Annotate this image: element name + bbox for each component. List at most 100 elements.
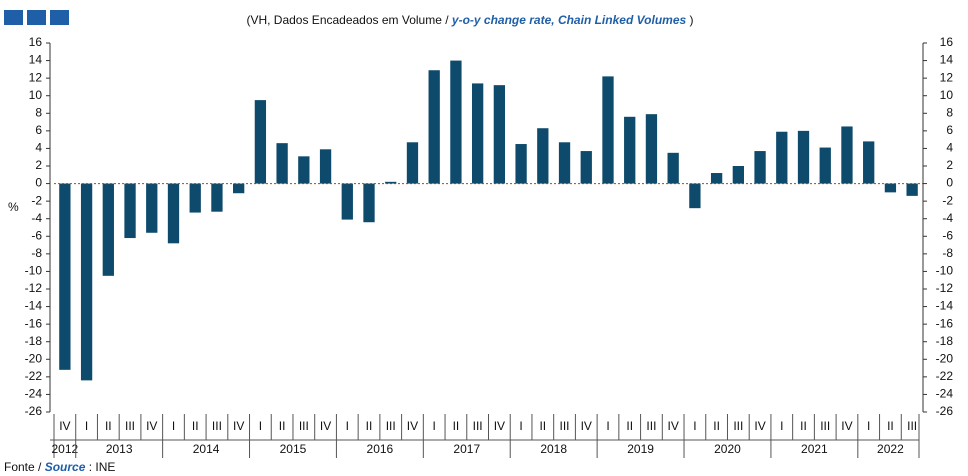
source: Fonte / Source : INE xyxy=(4,460,115,474)
source-label-en: Source xyxy=(45,460,86,474)
y2-tick-label: -2 xyxy=(942,193,953,207)
year-label: 2022 xyxy=(877,442,904,456)
logo-block xyxy=(50,10,69,25)
x-tick-label: I xyxy=(172,419,175,433)
bar xyxy=(819,147,831,184)
x-tick-label: II xyxy=(539,419,546,433)
y-tick-label: 4 xyxy=(35,141,42,155)
y2-tick-label: -16 xyxy=(936,316,954,330)
bar xyxy=(624,116,636,184)
x-tick-label: III xyxy=(212,419,222,433)
bar xyxy=(146,183,158,233)
y-tick-label: -10 xyxy=(25,264,43,278)
x-tick-label: III xyxy=(125,419,135,433)
logo-block xyxy=(4,10,23,25)
y2-tick-label: 0 xyxy=(946,176,953,190)
bar xyxy=(450,60,462,184)
y-tick-label: -24 xyxy=(25,387,43,401)
y2-tick-label: -4 xyxy=(942,211,953,225)
year-label: 2021 xyxy=(801,442,828,456)
y2-tick-label: 8 xyxy=(946,105,953,119)
bar xyxy=(211,183,223,212)
year-label: 2014 xyxy=(193,442,220,456)
year-label: 2016 xyxy=(367,442,394,456)
bar xyxy=(124,183,136,239)
year-label: 2019 xyxy=(627,442,654,456)
x-tick-label: II xyxy=(279,419,286,433)
y-tick-label: -12 xyxy=(25,281,43,295)
year-label: 2013 xyxy=(106,442,133,456)
bar xyxy=(471,83,484,184)
y2-tick-label: -12 xyxy=(936,281,954,295)
bar xyxy=(602,76,614,184)
bar xyxy=(406,142,419,184)
bar xyxy=(667,152,679,184)
x-tick-label: I xyxy=(693,419,696,433)
x-tick-label: IV xyxy=(320,419,331,433)
year-label: 2018 xyxy=(540,442,567,456)
bar xyxy=(884,183,897,193)
x-tick-label: II xyxy=(366,419,373,433)
bar xyxy=(732,166,744,184)
x-tick-label: IV xyxy=(146,419,157,433)
y-tick-label: 2 xyxy=(35,158,42,172)
bar xyxy=(428,70,440,184)
bar xyxy=(776,131,788,184)
y-tick-label: -26 xyxy=(25,404,43,418)
x-tick-label: II xyxy=(192,419,199,433)
y-axis-label: % xyxy=(8,200,19,214)
y-tick-label: -22 xyxy=(25,369,43,383)
y2-tick-label: 2 xyxy=(946,158,953,172)
title-en: y-o-y change rate, Chain Linked Volumes xyxy=(451,13,687,27)
x-tick-label: III xyxy=(299,419,309,433)
bar xyxy=(797,130,810,184)
bar xyxy=(319,149,332,184)
y-tick-label: -8 xyxy=(31,246,42,260)
y2-tick-label: 4 xyxy=(946,141,953,155)
bar xyxy=(689,183,701,209)
bar xyxy=(645,114,658,184)
y2-tick-label: 10 xyxy=(940,88,954,102)
y2-tick-label: 14 xyxy=(940,53,954,67)
bar xyxy=(233,183,245,194)
bar xyxy=(298,156,310,184)
x-tick-label: I xyxy=(867,419,870,433)
bar xyxy=(537,128,549,184)
x-tick-label: IV xyxy=(841,419,852,433)
x-tick-label: III xyxy=(646,419,656,433)
source-label: Fonte / xyxy=(4,460,42,474)
y-tick-label: -20 xyxy=(25,351,43,365)
y2-tick-label: -14 xyxy=(936,299,954,313)
title-pt: (VH, Dados Encadeados em Volume / xyxy=(246,13,449,27)
x-tick-label: IV xyxy=(754,419,765,433)
source-value: : INE xyxy=(89,460,116,474)
x-tick-label: I xyxy=(433,419,436,433)
x-tick-label: IV xyxy=(407,419,418,433)
year-label: 2012 xyxy=(52,442,79,456)
bar xyxy=(863,141,875,184)
y2-tick-label: -18 xyxy=(936,334,954,348)
x-tick-label: II xyxy=(887,419,894,433)
y-tick-label: -4 xyxy=(31,211,42,225)
x-tick-label: I xyxy=(519,419,522,433)
x-tick-label: IV xyxy=(59,419,70,433)
y2-tick-label: -6 xyxy=(942,228,953,242)
bar xyxy=(754,151,766,184)
x-tick-label: III xyxy=(733,419,743,433)
y-tick-label: 10 xyxy=(29,88,43,102)
x-tick-label: I xyxy=(85,419,88,433)
y2-tick-label: -22 xyxy=(936,369,954,383)
x-tick-label: I xyxy=(780,419,783,433)
y2-tick-label: -24 xyxy=(936,387,954,401)
x-tick-label: III xyxy=(386,419,396,433)
y-tick-label: -18 xyxy=(25,334,43,348)
x-tick-label: III xyxy=(907,419,917,433)
y2-tick-label: -8 xyxy=(942,246,953,260)
bar xyxy=(906,183,918,196)
y-tick-label: -14 xyxy=(25,299,43,313)
x-tick-label: IV xyxy=(233,419,244,433)
y-tick-label: -2 xyxy=(31,193,42,207)
bar xyxy=(276,143,288,184)
x-tick-label: II xyxy=(713,419,720,433)
y2-tick-label: 12 xyxy=(940,70,954,84)
